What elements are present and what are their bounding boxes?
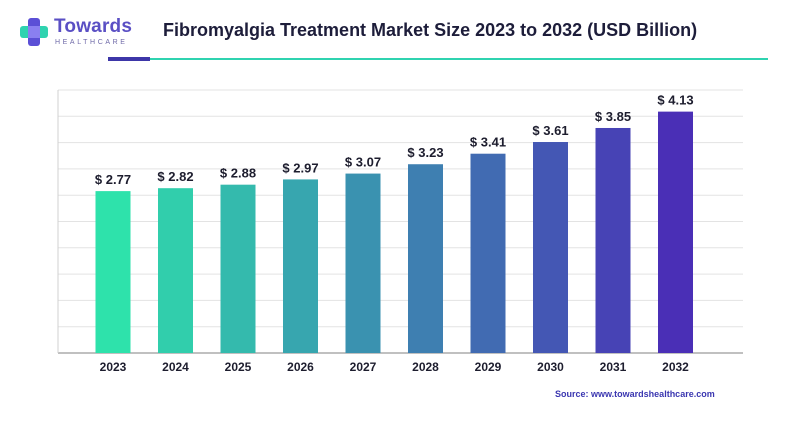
- data-label-2024: $ 2.82: [157, 169, 193, 184]
- data-label-2030: $ 3.61: [532, 123, 568, 138]
- data-label-2032: $ 4.13: [657, 93, 693, 108]
- data-label-2029: $ 3.41: [470, 135, 506, 150]
- chart-data-labels: $ 2.77 $ 2.82 $ 2.88 $ 2.97 $ 3.07 $ 3.23 $ 3.…: [95, 93, 694, 187]
- chart-bars: [95, 111, 693, 353]
- healthcare-cross-icon: [20, 18, 48, 46]
- bar-2031: [595, 127, 631, 353]
- data-label-2028: $ 3.23: [407, 145, 443, 160]
- x-tick-2023: 2023: [100, 360, 127, 374]
- x-tick-2024: 2024: [162, 360, 189, 374]
- x-tick-2025: 2025: [225, 360, 252, 374]
- brand-name: Towards: [54, 16, 133, 37]
- bar-2028: [408, 164, 443, 353]
- chart-x-ticks: 2023 2024 2025 2026 2027 2028 2029 2030 2031 2032: [100, 360, 690, 374]
- x-tick-2029: 2029: [475, 360, 502, 374]
- source-note: Source: www.towardshealthcare.com: [555, 389, 715, 399]
- title-underline-accent: [108, 57, 150, 61]
- x-tick-2030: 2030: [537, 360, 564, 374]
- data-label-2027: $ 3.07: [345, 155, 381, 170]
- x-tick-2027: 2027: [350, 360, 377, 374]
- bar-2027: [345, 173, 381, 353]
- data-label-2023: $ 2.77: [95, 172, 131, 187]
- brand-logo: Towards HEALTHCARE: [18, 16, 143, 52]
- bar-2024: [158, 188, 193, 353]
- bar-2023: [95, 191, 131, 353]
- bar-2029: [470, 153, 506, 353]
- bar-2026: [283, 179, 318, 353]
- x-tick-2031: 2031: [600, 360, 627, 374]
- page-title: Fibromyalgia Treatment Market Size 2023 …: [163, 20, 698, 40]
- x-tick-2028: 2028: [412, 360, 439, 374]
- bar-2025: [220, 184, 256, 353]
- bar-2030: [533, 142, 568, 353]
- data-label-2026: $ 2.97: [282, 160, 318, 175]
- brand-tagline: HEALTHCARE: [55, 39, 128, 46]
- bar-2032: [658, 111, 693, 353]
- data-label-2025: $ 2.88: [220, 166, 256, 181]
- x-tick-2032: 2032: [662, 360, 689, 374]
- data-label-2031: $ 3.85: [595, 109, 631, 124]
- title-underline: [150, 58, 768, 60]
- x-tick-2026: 2026: [287, 360, 314, 374]
